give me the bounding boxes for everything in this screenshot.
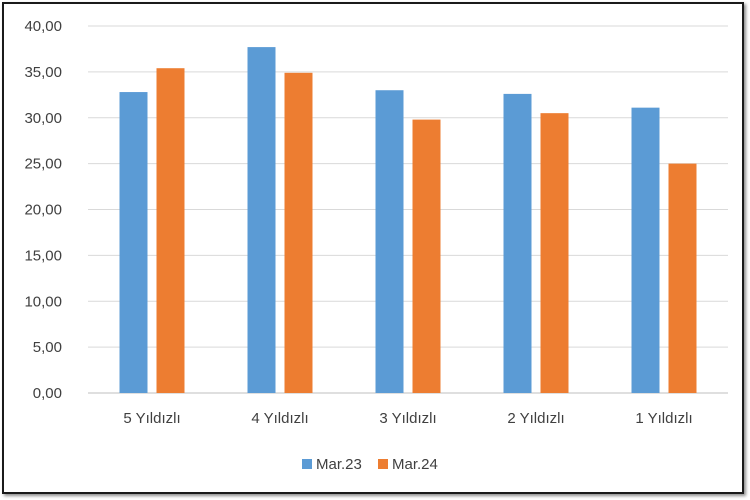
bar-mar-24-2 — [284, 72, 313, 393]
y-tick-label: 0,00 — [33, 385, 62, 402]
x-tick-label: 1 Yıldızlı — [635, 410, 692, 427]
y-tick-label: 15,00 — [24, 247, 62, 264]
y-tick-label: 35,00 — [24, 64, 62, 81]
y-axis-ticks: 0,00 5,00 10,00 15,00 20,00 25,00 30,00 35,00 40… — [24, 18, 62, 402]
bars — [119, 47, 697, 394]
legend: Mar.23 Mar.24 — [302, 456, 438, 473]
x-axis-ticks: 5 Yıldızlı 4 Yıldızlı 3 Yıldızlı 2 Yıldızlı… — [123, 410, 692, 427]
bar-mar-23-5 — [631, 107, 660, 393]
y-tick-label: 20,00 — [24, 202, 62, 219]
y-tick-label: 10,00 — [24, 293, 62, 310]
x-tick-label: 5 Yıldızlı — [123, 410, 180, 427]
bar-mar-24-3 — [412, 119, 441, 394]
legend-swatch — [378, 459, 388, 469]
x-tick-label: 3 Yıldızlı — [379, 410, 436, 427]
bar-mar-23-1 — [119, 92, 148, 393]
y-tick-label: 40,00 — [24, 18, 62, 35]
bar-mar-23-4 — [503, 93, 532, 394]
bar-mar-23-3 — [375, 90, 404, 393]
y-tick-label: 30,00 — [24, 110, 62, 127]
bar-mar-24-1 — [156, 68, 185, 393]
legend-label: Mar.23 — [316, 456, 362, 473]
bar-mar-24-4 — [540, 113, 569, 393]
gridlines — [88, 25, 728, 394]
bar-mar-23-2 — [247, 47, 276, 393]
bar-mar-24-5 — [668, 163, 697, 393]
x-tick-label: 2 Yıldızlı — [507, 410, 564, 427]
legend-swatch — [302, 459, 312, 469]
x-tick-label: 4 Yıldızlı — [251, 410, 308, 427]
y-tick-label: 5,00 — [33, 339, 62, 356]
legend-label: Mar.24 — [392, 456, 438, 473]
y-tick-label: 25,00 — [24, 156, 62, 173]
